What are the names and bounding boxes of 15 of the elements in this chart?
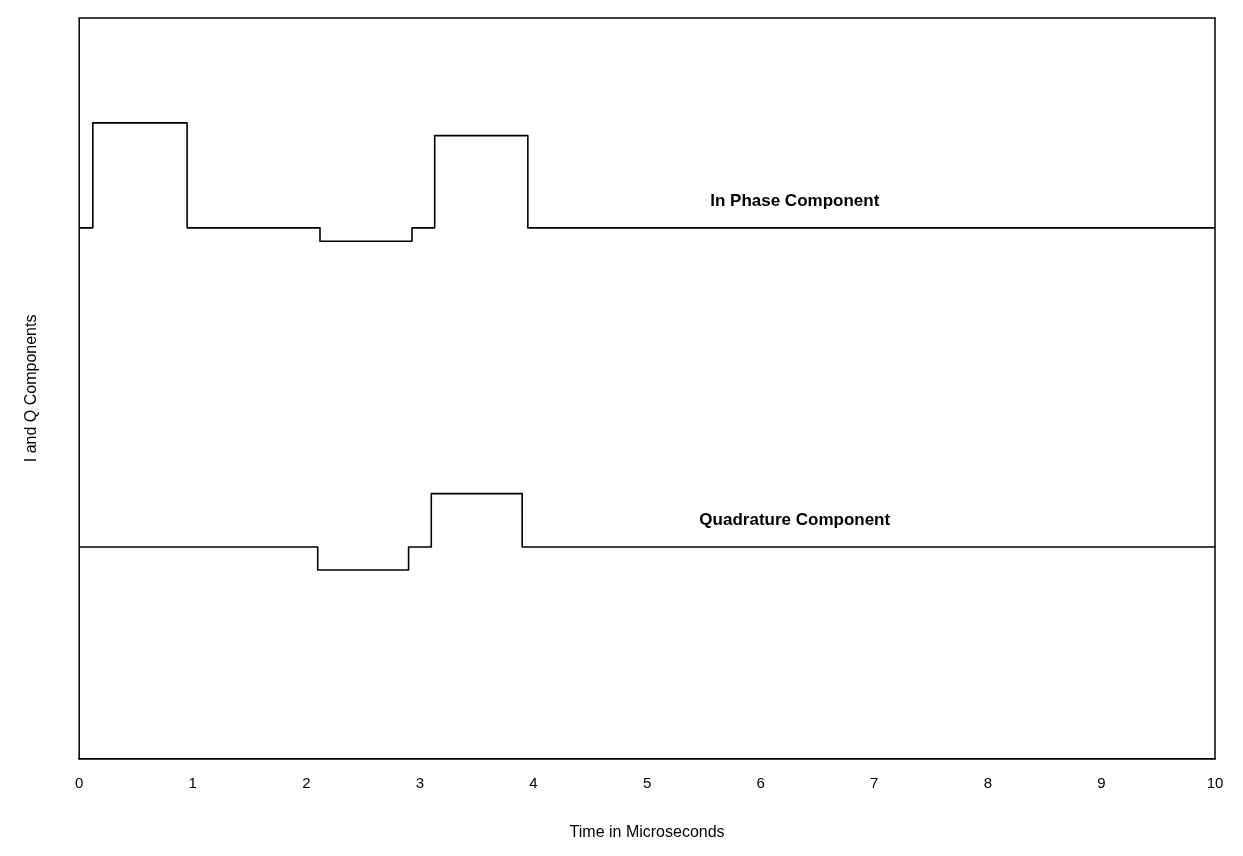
series-label: Quadrature Component bbox=[699, 510, 891, 530]
x-tick-label: 8 bbox=[983, 773, 993, 791]
x-tick-label: 2 bbox=[302, 773, 311, 791]
x-tick-label: 10 bbox=[1206, 773, 1224, 791]
x-tick-label: 4 bbox=[529, 773, 538, 791]
x-tick-label: 6 bbox=[756, 773, 765, 791]
x-axis-title: Time in Microseconds bbox=[569, 822, 725, 840]
x-tick-label: 9 bbox=[1097, 773, 1106, 791]
series-label: In Phase Component bbox=[710, 191, 880, 211]
y-axis-title: I and Q Components bbox=[22, 314, 40, 463]
x-tick-label: 1 bbox=[188, 773, 197, 791]
x-tick-label: 5 bbox=[642, 773, 652, 791]
x-tick-label: 3 bbox=[415, 773, 425, 791]
x-tick-label: 7 bbox=[870, 773, 879, 791]
x-tick-label: 0 bbox=[75, 773, 84, 791]
